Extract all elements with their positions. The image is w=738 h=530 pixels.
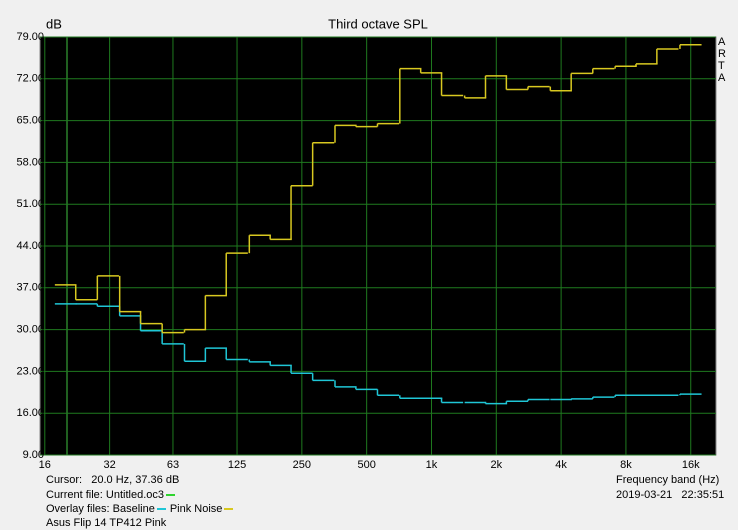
y-axis-label: dB [46,16,62,31]
y-tick-label: 58.00 [16,156,44,168]
current-file: Current file: Untitled.oc3 [46,489,179,501]
x-tick-label: 500 [357,459,375,471]
x-axis-label: Frequency band (Hz) [616,474,720,486]
legend-label: Pink Noise [169,503,223,515]
x-tick-label: 2k [490,459,502,471]
x-tick-label: 250 [293,459,311,471]
y-tick-label: 79.00 [16,31,44,43]
y-tick-label: 37.00 [16,282,44,294]
y-tick-label: 51.00 [16,198,44,210]
y-tick-label: 65.00 [16,115,44,127]
timestamp: 2019-03-21 22:35:51 [616,489,725,501]
legend-swatch [224,508,234,511]
y-tick-label: 16.00 [16,407,44,419]
legend-label: Baseline [112,503,155,515]
y-tick-label: 9.00 [23,449,44,461]
x-tick-label: 1k [426,459,438,471]
x-tick-label: 32 [103,459,115,471]
current-file-swatch [166,494,175,497]
x-tick-label: 8k [620,459,632,471]
overlay-label: Overlay files: [46,503,110,515]
x-tick-label: 16 [39,459,51,471]
file-title: Asus Flip 14 TP412 Pink [46,517,167,529]
overlay-files: Overlay files: Baseline Pink Noise [46,503,237,515]
cursor-readout: Cursor: 20.0 Hz, 37.36 dB [46,474,180,486]
x-tick-label: 63 [167,459,179,471]
x-tick-label: 125 [228,459,246,471]
y-tick-label: 23.00 [16,365,44,377]
chart-title: Third octave SPL [328,16,428,31]
y-tick-label: 30.00 [16,324,44,336]
legend-swatch [156,508,166,511]
current-file-text: Current file: Untitled.oc3 [46,489,164,501]
y-tick-label: 72.00 [16,73,44,85]
x-tick-label: 16k [682,459,700,471]
x-tick-label: 4k [555,459,567,471]
brand: ARTA [718,36,726,84]
y-tick-label: 44.00 [16,240,44,252]
